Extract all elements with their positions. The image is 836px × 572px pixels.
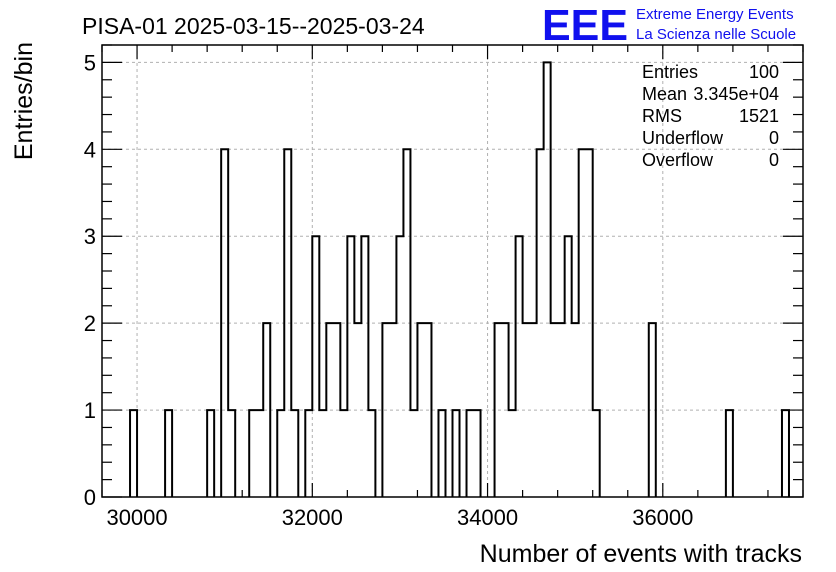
x-tick-label: 32000 — [282, 505, 343, 530]
histogram-bar — [417, 323, 424, 497]
histogram-bar — [593, 410, 600, 497]
histogram-bar — [509, 410, 516, 497]
histogram-bar — [544, 62, 551, 497]
histogram-bar — [565, 236, 572, 497]
histogram-bar — [495, 323, 502, 497]
y-axis-label: Entries/bin — [10, 42, 38, 160]
stats-box: Entries 100 Mean 3.345e+04 RMS 1521 Underflow 0… — [642, 62, 779, 170]
histogram-bar — [207, 410, 214, 497]
histogram-bar — [305, 410, 312, 497]
y-tick-label: 5 — [84, 50, 96, 75]
histogram-bar — [277, 410, 284, 497]
histogram-bar — [340, 410, 347, 497]
histogram-bar — [467, 410, 474, 497]
histogram-bar — [333, 323, 340, 497]
histogram-bar — [726, 410, 733, 497]
stats-label: Mean — [642, 84, 687, 104]
histogram-bar — [368, 410, 375, 497]
chart-title: PISA-01 2025-03-15--2025-03-24 — [82, 13, 425, 39]
histogram-bar — [523, 323, 530, 497]
histogram-bar — [263, 323, 270, 497]
histogram-bar — [516, 236, 523, 497]
histogram-bar — [249, 410, 256, 497]
histogram-bar — [354, 323, 361, 497]
histogram-outline — [129, 61, 790, 497]
histogram-bar — [410, 410, 417, 497]
x-axis-label: Number of events with tracks — [480, 540, 802, 568]
histogram-bar — [284, 149, 291, 497]
eee-logo: EEE Extreme Energy Events La Scienza nel… — [542, 1, 796, 50]
histogram-bar — [438, 410, 445, 497]
histogram-bar — [347, 236, 354, 497]
stats-label: Entries — [642, 62, 698, 82]
x-tick-label: 36000 — [632, 505, 693, 530]
histogram-bar — [361, 236, 368, 497]
y-tick-label: 1 — [84, 398, 96, 423]
histogram-bar — [551, 323, 558, 497]
histogram-bar — [221, 149, 228, 497]
histogram-bar — [586, 149, 593, 497]
logo-line2: La Scienza nelle Scuole — [636, 26, 796, 43]
axes — [101, 44, 804, 498]
x-tick-label: 34000 — [457, 505, 518, 530]
y-tick-label: 0 — [84, 485, 96, 510]
y-tick-labels: 0 1 2 3 4 5 — [84, 50, 96, 510]
histogram-bar — [502, 323, 509, 497]
histogram-bar — [291, 410, 298, 497]
histogram-bar — [326, 323, 333, 497]
stats-value: 3.345e+04 — [693, 84, 779, 104]
histogram-bar — [319, 410, 326, 497]
histogram-bar — [537, 149, 544, 497]
histogram-bar — [312, 236, 319, 497]
stats-label: Underflow — [642, 128, 724, 148]
stats-value: 0 — [769, 128, 779, 148]
histogram-bar — [424, 323, 431, 497]
histogram-bar — [453, 410, 460, 497]
histogram-bar — [558, 323, 565, 497]
grid-lines — [102, 45, 803, 497]
logo-mark: EEE — [542, 1, 628, 50]
x-tick-label: 30000 — [106, 505, 167, 530]
x-tick-labels: 30000 32000 34000 36000 — [106, 505, 693, 530]
histogram-bar — [474, 410, 481, 497]
histogram-bar — [389, 323, 396, 497]
histogram-bar — [572, 323, 579, 497]
stats-label: RMS — [642, 106, 682, 126]
histogram-bar — [579, 149, 586, 497]
histogram-bar — [530, 323, 537, 497]
logo-line1: Extreme Energy Events — [636, 6, 794, 23]
y-tick-label: 4 — [84, 137, 96, 162]
histogram-bar — [403, 149, 410, 497]
stats-value: 1521 — [739, 106, 779, 126]
histogram-bar — [649, 323, 656, 497]
histogram-bar — [256, 410, 263, 497]
stats-label: Overflow — [642, 150, 714, 170]
stats-value: 0 — [769, 150, 779, 170]
histogram-bar — [228, 410, 235, 497]
y-tick-label: 3 — [84, 224, 96, 249]
histogram-bar — [130, 410, 137, 497]
histogram-bar — [782, 410, 789, 497]
histogram-bar — [165, 410, 172, 497]
stats-value: 100 — [749, 62, 779, 82]
y-tick-label: 2 — [84, 311, 96, 336]
histogram-bar — [382, 323, 389, 497]
histogram-bar — [396, 236, 403, 497]
